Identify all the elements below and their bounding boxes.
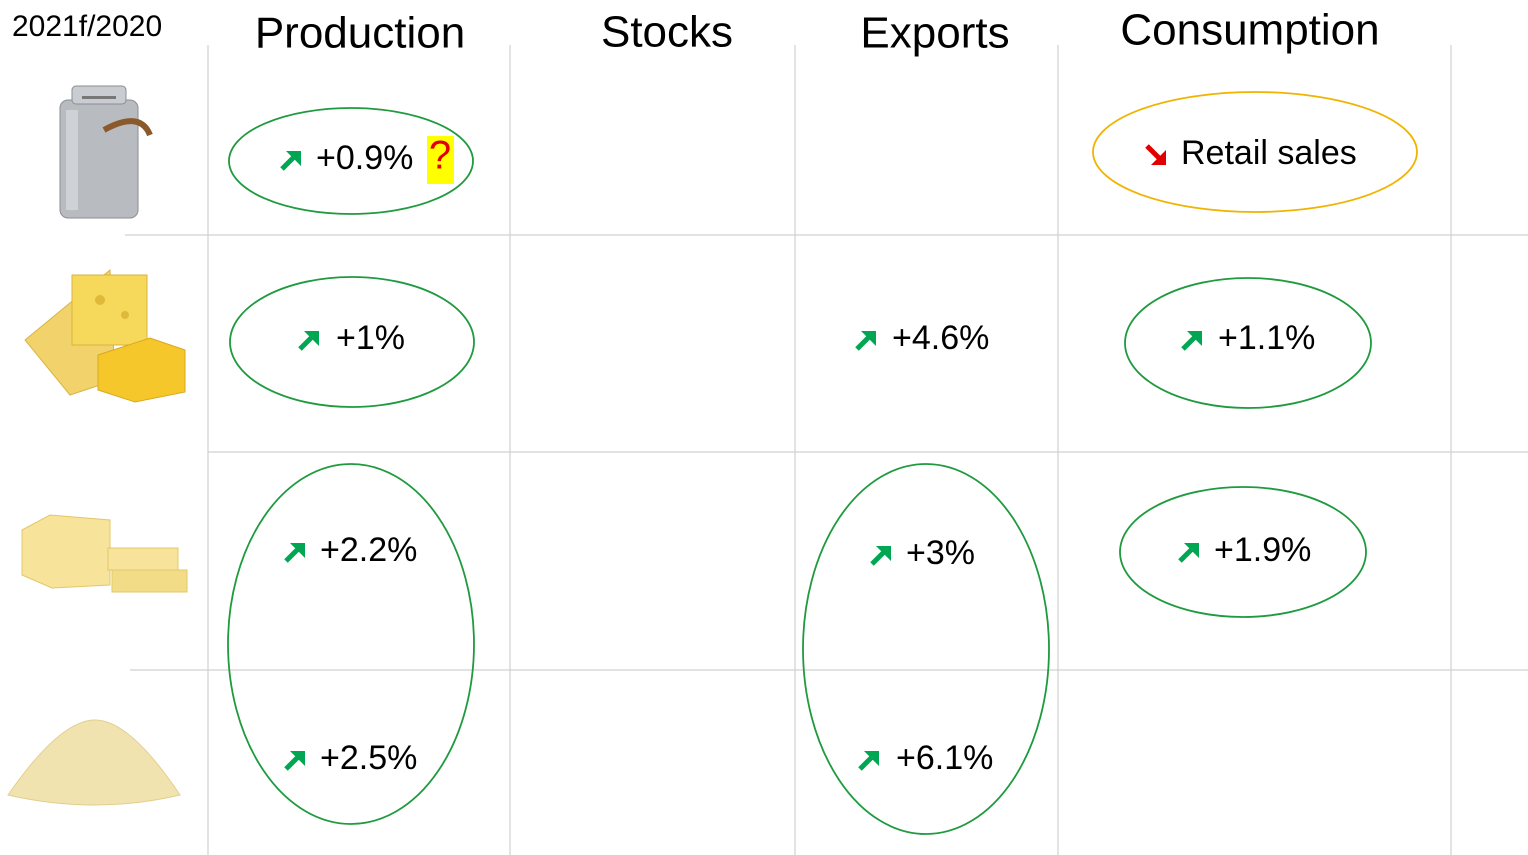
oval [1124, 277, 1372, 409]
down-arrow [1147, 146, 1166, 165]
cell: +4.6% [892, 319, 989, 357]
powder-icon [7, 719, 181, 806]
column-header: Consumption [1120, 6, 1379, 55]
cell: +1.9% [1214, 531, 1311, 569]
oval [802, 463, 1050, 835]
corner-label: 2021f/2020 [12, 10, 162, 43]
oval [1092, 91, 1418, 213]
up-arrow [286, 751, 305, 769]
cell: +1% [336, 319, 405, 357]
up-arrow [857, 331, 876, 349]
up-arrow [286, 543, 305, 561]
up-arrow [872, 546, 891, 564]
cell: +0.9% [316, 139, 413, 177]
cell: +6.1% [896, 739, 993, 777]
cells: +0.9% ? Retail sales +1% +4.6% +1.1% +2.… [282, 134, 1357, 777]
column-header: Production [255, 9, 465, 58]
column-header: Stocks [601, 8, 733, 57]
highlight [427, 136, 454, 184]
oval [227, 463, 475, 825]
cell: +2.2% [320, 531, 417, 569]
cell: +3% [906, 534, 975, 572]
up-arrow [1183, 331, 1202, 349]
oval [228, 107, 474, 215]
ovals [227, 91, 1418, 835]
up-arrow [1180, 543, 1199, 561]
cell: Retail sales [1181, 134, 1357, 172]
up-arrow [860, 751, 879, 769]
cheese-icon [24, 268, 186, 403]
oval [1119, 486, 1367, 618]
up-arrow [282, 151, 301, 169]
column-header: Exports [860, 9, 1009, 58]
cell: +2.5% [320, 739, 417, 777]
up-arrow [300, 331, 319, 349]
butter-icon [21, 514, 188, 593]
grid [125, 45, 1528, 855]
product-icons [7, 85, 188, 806]
question-mark: ? [429, 134, 451, 178]
milk-can-icon [59, 85, 153, 219]
oval [229, 276, 475, 408]
cell: +1.1% [1218, 319, 1315, 357]
